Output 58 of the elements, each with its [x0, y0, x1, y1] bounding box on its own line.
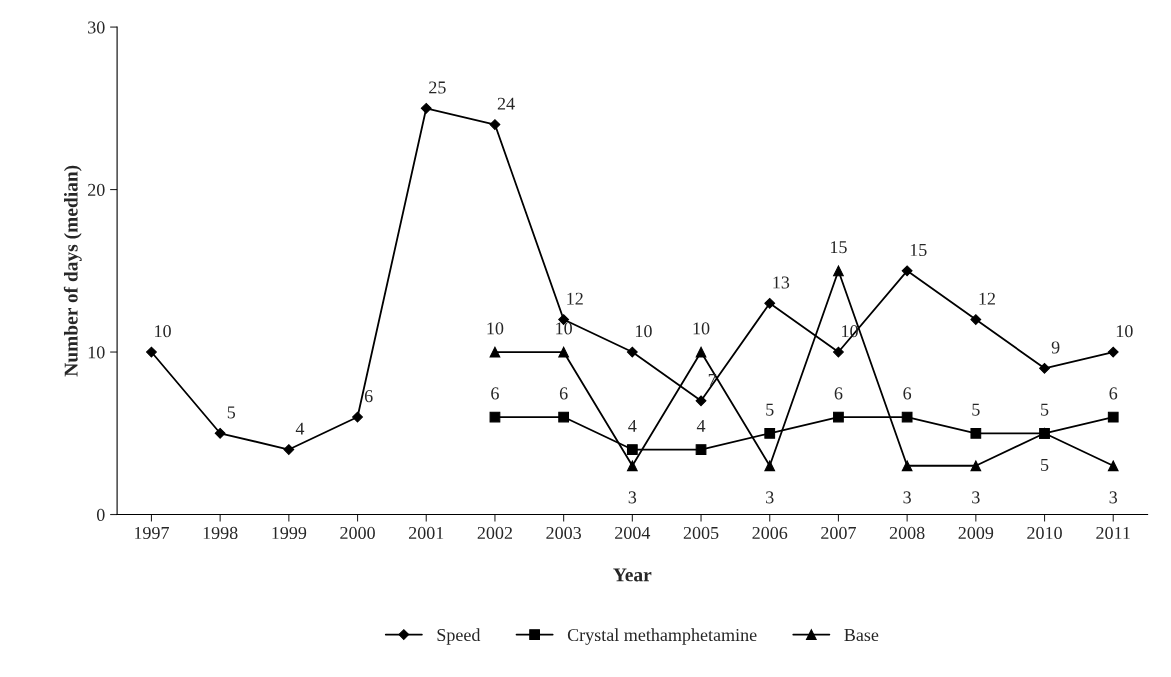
data-label: 6: [1109, 387, 1118, 400]
data-label: 3: [1109, 491, 1118, 504]
data-label: 10: [155, 325, 171, 338]
data-label: 4: [295, 422, 305, 435]
data-label: 4: [696, 419, 706, 432]
x-tick-label: 1997: [134, 526, 169, 540]
data-label: 10: [1116, 325, 1133, 338]
x-tick-label: 2011: [1096, 526, 1130, 540]
data-label: 6: [364, 390, 373, 403]
y-tick-label: 0: [96, 508, 105, 521]
x-tick-label: 2000: [340, 526, 375, 540]
data-label: 10: [693, 322, 710, 335]
x-tick-label: 2009: [958, 526, 994, 540]
x-tick-label: 2007: [821, 526, 856, 540]
data-label: 24: [497, 97, 515, 110]
data-label: 10: [487, 322, 504, 335]
data-label: 6: [559, 387, 568, 400]
x-tick-label: 1998: [203, 526, 238, 540]
data-label: 7: [708, 374, 717, 386]
legend-label: Speed: [437, 628, 481, 645]
x-tick-label: 2004: [615, 526, 651, 540]
legend-label: Crystal methamphetamine: [567, 628, 757, 645]
data-label: 10: [636, 325, 652, 338]
x-tick-label: 2010: [1027, 526, 1062, 540]
y-tick-label: 30: [88, 21, 105, 34]
data-label: 5: [1041, 458, 1049, 471]
y-tick-label: 20: [88, 183, 105, 196]
data-label: 5: [972, 403, 980, 416]
data-label: 12: [979, 292, 995, 305]
data-label: 3: [766, 491, 774, 504]
data-label: 3: [972, 491, 980, 504]
data-label: 15: [831, 241, 847, 254]
data-label: 9: [1051, 341, 1060, 354]
data-label: 25: [429, 81, 446, 94]
data-label: 5: [227, 406, 236, 419]
data-label: 12: [567, 292, 583, 305]
data-label: 6: [903, 387, 912, 400]
data-label: 13: [773, 276, 790, 289]
data-label: 6: [491, 387, 499, 400]
x-tick-label: 2001: [408, 526, 444, 540]
data-label: 5: [1041, 403, 1049, 416]
x-tick-label: 2003: [546, 526, 581, 540]
x-tick-label: 2008: [889, 526, 925, 540]
x-tick-label: 1999: [272, 526, 307, 540]
y-axis-title: Number of days (median): [63, 165, 82, 377]
data-label: 10: [556, 322, 572, 335]
x-tick-label: 2005: [683, 526, 719, 540]
data-label: 15: [910, 243, 927, 257]
data-label: 4: [628, 419, 637, 432]
legend-label: Base: [844, 629, 879, 642]
y-tick-label: 10: [88, 346, 105, 359]
x-tick-label: 2006: [752, 526, 788, 540]
data-label: 3: [628, 491, 637, 504]
data-label: 3: [903, 491, 911, 504]
data-label: 6: [834, 387, 843, 400]
x-axis-title: Year: [613, 568, 652, 582]
x-tick-label: 2002: [477, 526, 512, 540]
data-label: 5: [766, 403, 774, 416]
